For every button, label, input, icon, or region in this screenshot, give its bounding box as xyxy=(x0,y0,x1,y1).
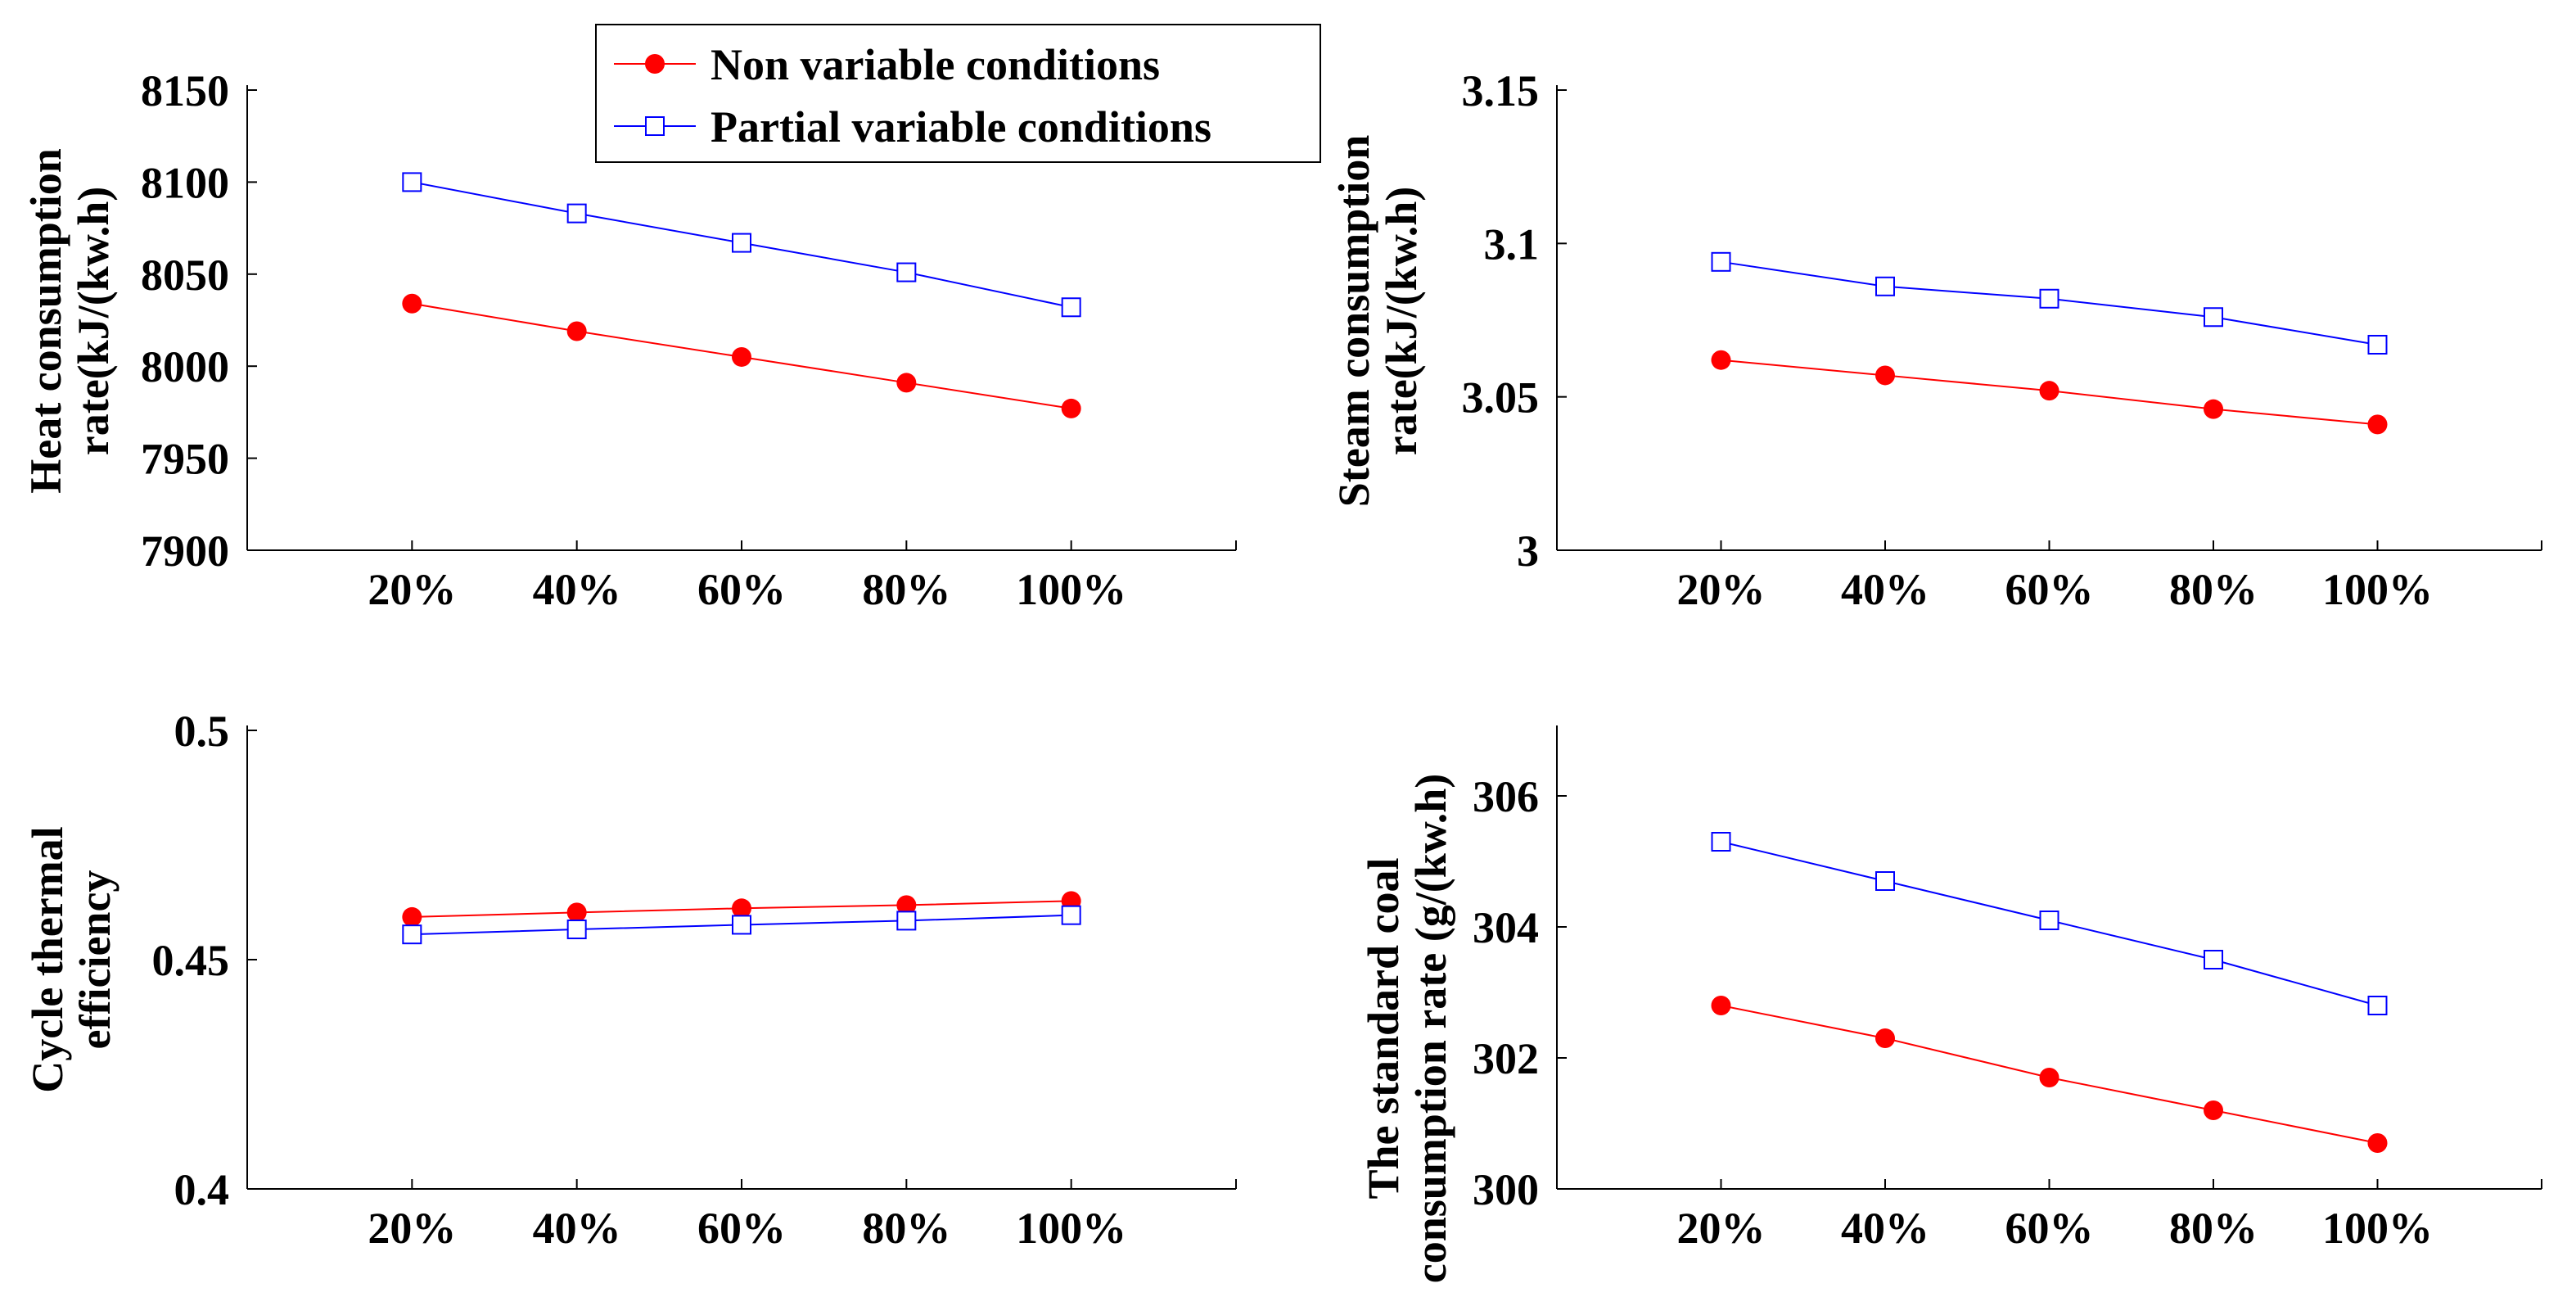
y-axis-label-line: Steam consumption xyxy=(1329,135,1378,508)
legend: Non variable conditions Partial variable … xyxy=(595,24,1321,163)
y-axis-label-line: efficiency xyxy=(70,870,120,1050)
y-axis-label-line: Cycle thermal xyxy=(23,826,72,1092)
data-point-non-variable xyxy=(402,293,422,314)
x-tick-label: 60% xyxy=(697,1204,786,1253)
x-tick-label: 100% xyxy=(1016,1204,1126,1253)
data-point-non-variable xyxy=(2204,399,2223,419)
data-point-partial-variable xyxy=(896,911,917,931)
chart-panel-4: 20% 40% 60% 80% 100% 300 302 304 306 The standard… xyxy=(1359,725,2542,1283)
y-tick-label: 7900 xyxy=(141,526,229,576)
x-tick-label: 40% xyxy=(1841,565,1929,614)
data-point-partial-variable xyxy=(1875,276,1895,296)
x-tick-label: 100% xyxy=(2322,1204,2433,1253)
data-point-non-variable xyxy=(2039,381,2059,401)
x-tick-label: 80% xyxy=(862,565,950,614)
x-tick-label: 80% xyxy=(2169,565,2258,614)
y-tick-label: 0.45 xyxy=(152,936,230,985)
data-point-partial-variable xyxy=(2367,334,2388,355)
chart-panel-1: 20% 40% 60% 80% 100% 7900 7950 8000 8050 8100 8150… xyxy=(21,66,1237,614)
y-axis-label-line: rate(kJ/(kw.h) xyxy=(1377,187,1426,455)
data-point-partial-variable xyxy=(732,915,751,935)
legend-label: Non variable conditions xyxy=(711,40,1160,89)
x-tick-label: 20% xyxy=(1677,1204,1766,1253)
legend-box xyxy=(595,24,1321,163)
data-point-partial-variable xyxy=(2367,996,2388,1015)
y-axis-label: Heat consumptionrate(kJ/(kw.h) xyxy=(21,148,118,494)
x-tick-label: 40% xyxy=(533,1204,621,1253)
data-point-partial-variable xyxy=(566,203,587,224)
data-point-partial-variable xyxy=(1711,832,1731,852)
y-tick-label: 3 xyxy=(1517,526,1539,576)
y-axis-label-line: consumption rate (g/(kw.h) xyxy=(1406,774,1455,1284)
legend-marker-circle xyxy=(645,54,665,74)
y-tick-label: 302 xyxy=(1473,1034,1539,1083)
chart-panel-3: 20% 40% 60% 80% 100% 0.4 0.45 0.5 Cycle thermale… xyxy=(23,707,1237,1253)
y-tick-label: 3.1 xyxy=(1484,219,1540,269)
x-tick-label: 60% xyxy=(697,565,786,614)
legend-marker-square xyxy=(645,116,665,136)
data-point-partial-variable xyxy=(1061,297,1081,318)
y-tick-label: 8000 xyxy=(141,342,229,391)
data-point-non-variable xyxy=(2204,1100,2223,1120)
data-point-partial-variable xyxy=(2204,307,2223,328)
legend-label: Partial variable conditions xyxy=(711,102,1211,151)
data-point-non-variable xyxy=(732,346,751,367)
x-tick-label: 40% xyxy=(1841,1204,1929,1253)
x-tick-label: 100% xyxy=(1016,565,1126,614)
y-tick-label: 8100 xyxy=(141,158,229,207)
data-point-non-variable xyxy=(2367,1133,2388,1153)
y-tick-label: 7950 xyxy=(141,435,229,484)
x-tick-label: 60% xyxy=(2005,565,2094,614)
x-tick-label: 100% xyxy=(2322,565,2433,614)
data-point-partial-variable xyxy=(732,233,751,253)
data-point-partial-variable xyxy=(896,262,917,282)
data-point-partial-variable xyxy=(1711,251,1731,272)
data-point-partial-variable xyxy=(2039,288,2059,309)
y-tick-label: 8150 xyxy=(141,66,229,115)
y-tick-label: 306 xyxy=(1473,772,1539,821)
data-point-non-variable xyxy=(402,906,422,927)
data-point-non-variable xyxy=(896,373,917,393)
data-point-non-variable xyxy=(896,895,917,915)
x-tick-label: 20% xyxy=(1677,565,1766,614)
data-point-non-variable xyxy=(732,898,751,919)
data-point-non-variable xyxy=(2039,1068,2059,1087)
y-tick-label: 8050 xyxy=(141,251,229,300)
chart-panel-2: 20% 40% 60% 80% 100% 3 3.05 3.1 3.15 Steam consum… xyxy=(1329,66,2542,614)
y-tick-label: 304 xyxy=(1473,903,1539,952)
y-tick-label: 300 xyxy=(1473,1165,1539,1214)
data-point-partial-variable xyxy=(402,924,422,945)
y-axis-label: Steam consumptionrate(kJ/(kw.h) xyxy=(1329,135,1426,508)
data-point-non-variable xyxy=(2367,414,2388,435)
data-point-non-variable xyxy=(1711,350,1731,370)
y-axis-label-line: The standard coal xyxy=(1359,857,1408,1199)
data-point-partial-variable xyxy=(566,920,587,940)
x-tick-label: 40% xyxy=(533,565,621,614)
y-tick-label: 0.4 xyxy=(174,1165,230,1214)
y-tick-label: 3.15 xyxy=(1462,66,1540,115)
x-tick-label: 80% xyxy=(862,1204,950,1253)
y-tick-label: 3.05 xyxy=(1462,373,1540,423)
data-point-non-variable xyxy=(1875,1028,1895,1048)
data-point-non-variable xyxy=(1711,996,1731,1015)
x-tick-label: 20% xyxy=(368,1204,456,1253)
y-tick-label: 0.5 xyxy=(174,707,230,756)
x-tick-label: 60% xyxy=(2005,1204,2094,1253)
data-point-partial-variable xyxy=(1875,871,1895,891)
data-point-non-variable xyxy=(1875,365,1895,386)
x-tick-label: 80% xyxy=(2169,1204,2258,1253)
data-point-partial-variable xyxy=(402,172,422,192)
data-point-non-variable xyxy=(1061,398,1081,418)
data-point-partial-variable xyxy=(2039,911,2059,930)
x-tick-label: 20% xyxy=(368,565,456,614)
data-point-partial-variable xyxy=(1061,905,1081,925)
y-axis-label-line: Heat consumption xyxy=(21,148,70,494)
y-axis-label: Cycle thermalefficiency xyxy=(23,826,120,1092)
y-axis-label-line: rate(kJ/(kw.h) xyxy=(69,187,118,455)
data-point-partial-variable xyxy=(2204,950,2223,969)
y-axis-label: The standard coalconsumption rate (g/(kw… xyxy=(1359,774,1455,1284)
data-point-non-variable xyxy=(566,902,587,923)
data-point-non-variable xyxy=(566,321,587,341)
